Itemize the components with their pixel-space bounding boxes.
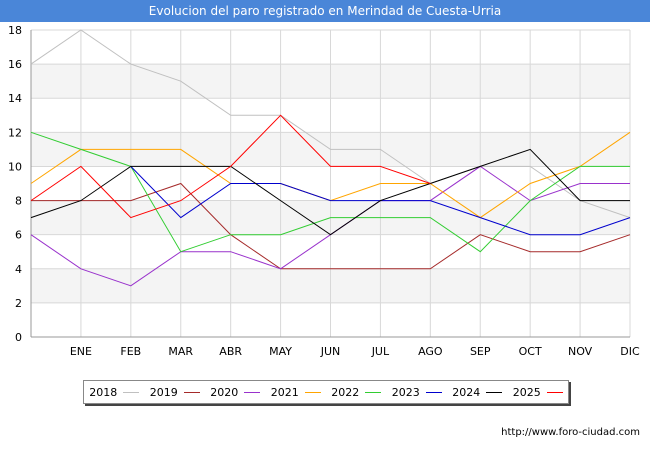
legend-swatch [183,391,200,393]
legend-label: 2025 [512,385,541,399]
y-tick-label: 6 [15,229,22,242]
series-line-2018 [30,29,631,219]
y-tick-label: 8 [15,195,22,208]
y-tick-label: 14 [8,92,22,105]
legend-item-2021: 2021 [271,386,321,399]
series-line-2024 [30,148,630,236]
y-tick-label: 16 [8,58,22,71]
legend-item-2023: 2023 [392,386,442,399]
x-axis-ticks: ENE FEB MAR ABR MAY JUN JUL AGO SEP OCT NOV DIC [70,345,640,358]
y-tick-label: 12 [8,126,22,139]
x-tick-label: MAY [269,345,292,358]
legend-item-2022: 2022 [331,385,382,399]
x-tick-label: DIC [620,345,640,358]
y-axis-ticks: 0 2 4 6 8 10 12 14 16 18 [8,24,22,344]
x-tick-label: ABR [219,345,242,358]
legend-label: 2019 [149,385,178,399]
legend-item-2020: 2020 [210,385,261,399]
x-tick-label: MAR [168,345,193,358]
x-tick-label: JUN [320,345,341,358]
x-tick-label: ENE [70,345,92,358]
legend-swatch [244,391,261,393]
legend-label: 2018 [89,385,118,399]
legend-swatch [365,391,382,393]
x-tick-label: NOV [568,345,593,358]
legend-item-2019: 2019 [150,386,200,399]
series-line-2019 [31,182,631,270]
y-tick-label: 10 [8,160,22,173]
legend-label: 2023 [391,385,420,399]
chart-title: Evolucion del paro registrado en Merinda… [0,0,650,22]
legend-swatch [425,391,442,393]
legend-swatch [486,391,503,393]
x-tick-label: FEB [120,345,141,358]
x-tick-label: SEP [470,345,491,358]
legend-swatch [546,391,563,393]
series-lines [30,29,631,287]
legend-item-2024: 2024 [452,385,503,399]
legend-label: 2021 [270,385,299,399]
legend-label: 2022 [331,385,360,399]
series-line-2025 [30,114,431,219]
chart-legend: 2018 2019 2020 2021 2022 2023 2024 2025 [83,380,569,404]
y-tick-label: 0 [15,331,22,344]
x-tick-label: JUL [371,345,390,358]
legend-label: 2024 [452,385,481,399]
source-url: http://www.foro-ciudad.com [501,427,640,438]
legend-swatch [304,391,321,393]
legend-item-2018: 2018 [89,385,140,399]
y-tick-label: 4 [15,263,22,276]
x-tick-label: AGO [418,345,443,358]
legend-swatch [123,391,140,393]
x-tick-label: OCT [519,345,542,358]
y-tick-label: 2 [15,297,22,310]
legend-label: 2020 [210,385,239,399]
legend-item-2025: 2025 [513,386,563,399]
y-tick-label: 18 [8,24,22,37]
